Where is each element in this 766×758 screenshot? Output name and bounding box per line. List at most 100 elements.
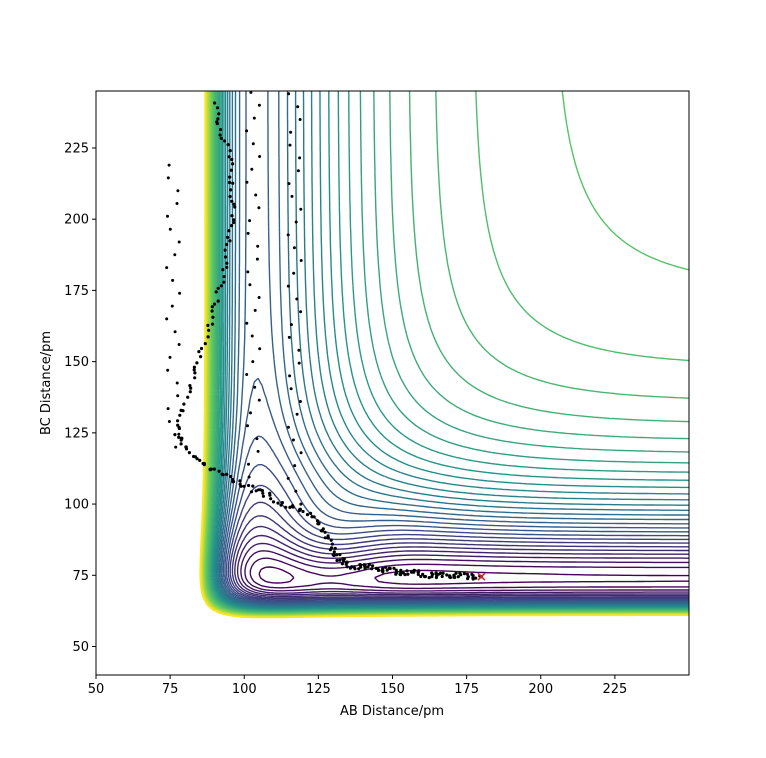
- trajectory-point: [249, 91, 253, 94]
- y-tick-label: 200: [64, 213, 89, 228]
- trajectory-point: [232, 480, 236, 484]
- trajectory-point: [165, 266, 169, 270]
- trajectory-point: [315, 519, 320, 523]
- trajectory-point: [182, 402, 186, 406]
- trajectory-point: [320, 529, 324, 533]
- trajectory-point: [228, 194, 232, 199]
- trajectory-point: [193, 371, 197, 375]
- trajectory-point: [248, 219, 252, 223]
- trajectory-point: [223, 248, 227, 252]
- trajectory-point: [217, 469, 221, 473]
- trajectory-point: [299, 451, 303, 455]
- contour-level-line: [249, 557, 689, 590]
- trajectory-point: [179, 438, 183, 442]
- trajectory-point: [258, 347, 262, 351]
- trajectory-point: [287, 335, 291, 339]
- trajectory-point: [290, 194, 294, 198]
- trajectory-point: [392, 566, 396, 570]
- y-tick-label: 175: [64, 284, 89, 299]
- trajectory-point: [335, 553, 339, 557]
- trajectory-point: [454, 571, 458, 575]
- trajectory-point: [332, 553, 336, 558]
- trajectory-point: [291, 505, 295, 509]
- trajectory-point: [253, 385, 257, 389]
- y-tick-label: 125: [64, 426, 89, 441]
- trajectory-point: [176, 189, 180, 193]
- trajectory-point: [216, 299, 220, 303]
- trajectory-point: [247, 462, 250, 466]
- trajectory-point: [229, 168, 233, 172]
- trajectory-point: [370, 567, 374, 571]
- end-marker-group: [477, 572, 486, 581]
- trajectory-point: [245, 321, 249, 325]
- trajectory-point: [363, 563, 367, 567]
- trajectory-point: [220, 472, 224, 476]
- trajectory-point: [287, 182, 291, 186]
- trajectory-point: [261, 494, 265, 498]
- trajectory-point: [329, 538, 333, 542]
- trajectory-point: [215, 122, 219, 126]
- trajectory-point: [175, 381, 179, 385]
- trajectory-point: [198, 458, 202, 462]
- trajectory-point: [332, 550, 336, 554]
- trajectory-point: [219, 128, 223, 132]
- trajectory-point: [228, 149, 232, 153]
- trajectory-point: [471, 577, 475, 581]
- trajectory-point: [294, 489, 298, 493]
- trajectory-point: [232, 218, 236, 222]
- trajectory-point: [178, 413, 182, 417]
- trajectory-point: [165, 317, 169, 321]
- trajectory-point: [251, 360, 255, 364]
- trajectory-point: [186, 395, 190, 399]
- x-tick-label: 175: [454, 682, 479, 697]
- trajectory-point: [242, 484, 246, 488]
- contour-level-line: [236, 534, 689, 596]
- trajectory-point: [227, 229, 231, 233]
- trajectory-point: [466, 577, 470, 581]
- trajectory-points: [165, 91, 483, 581]
- trajectory-point: [305, 513, 310, 517]
- trajectory-point: [340, 562, 344, 566]
- trajectory-point: [286, 425, 290, 429]
- trajectory-point: [297, 348, 301, 352]
- trajectory-point: [440, 574, 444, 579]
- trajectory-point: [245, 373, 249, 376]
- trajectory-point: [173, 433, 177, 437]
- trajectory-point: [276, 501, 280, 505]
- trajectory-point: [299, 310, 303, 314]
- trajectory-point: [465, 572, 469, 576]
- contour-level-line: [229, 501, 689, 600]
- trajectory-point: [188, 390, 192, 394]
- trajectory-point: [421, 572, 425, 576]
- trajectory-point: [452, 573, 456, 577]
- trajectory-point: [441, 571, 445, 575]
- trajectory-point: [445, 573, 449, 577]
- x-tick-label: 125: [306, 682, 331, 697]
- trajectory-point: [376, 567, 380, 571]
- trajectory-point: [193, 455, 198, 459]
- end-marker-stroke: [477, 572, 486, 581]
- trajectory-point: [297, 361, 301, 365]
- trajectory-point: [228, 175, 232, 179]
- trajectory-point: [226, 235, 230, 239]
- trajectory-point: [177, 435, 181, 439]
- trajectory-point: [248, 283, 252, 287]
- x-tick-label: 100: [232, 682, 257, 697]
- trajectory-point: [250, 334, 254, 338]
- trajectory-point: [448, 574, 452, 578]
- trajectory-point: [250, 167, 254, 171]
- trajectory-point: [252, 116, 256, 120]
- trajectory-point: [170, 304, 174, 308]
- trajectory-point: [209, 467, 213, 471]
- trajectory-point: [217, 112, 221, 116]
- trajectory-point: [233, 205, 237, 209]
- trajectory-point: [193, 376, 197, 380]
- trajectory-point: [195, 361, 199, 365]
- y-tick-label: 150: [64, 355, 89, 370]
- trajectory-point: [385, 568, 389, 572]
- trajectory-point: [298, 400, 302, 403]
- x-tick-label: 50: [88, 682, 105, 697]
- trajectory-point: [230, 224, 234, 228]
- trajectory-point: [230, 214, 234, 218]
